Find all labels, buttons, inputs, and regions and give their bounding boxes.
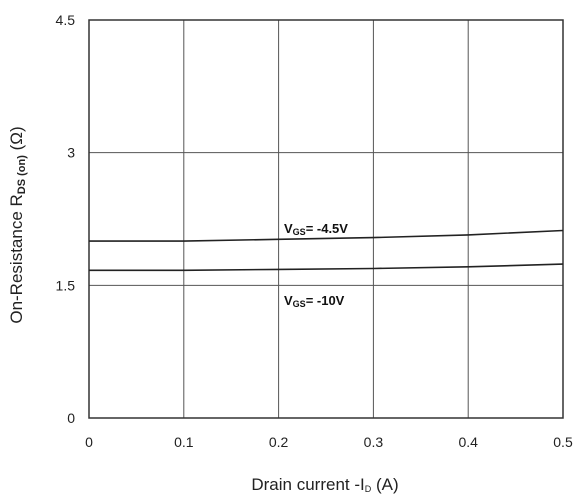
x-tick-label: 0.5	[553, 434, 573, 450]
y-tick-label: 3	[67, 145, 75, 161]
series-label-vgs-4-5v: VGS= -4.5V	[284, 221, 348, 237]
x-tick-label: 0	[85, 434, 93, 450]
y-tick-label: 0	[67, 410, 75, 426]
x-tick-labels: 0 0.1 0.2 0.3 0.4 0.5	[85, 434, 573, 450]
y-tick-label: 4.5	[56, 12, 76, 28]
x-axis-label: Drain current -ID (A)	[251, 475, 398, 494]
x-tick-label: 0.3	[364, 434, 384, 450]
y-tick-labels: 0 1.5 3 4.5	[56, 12, 76, 426]
x-tick-label: 0.2	[269, 434, 289, 450]
plot-frame	[88, 19, 564, 419]
series-label-vgs-10v: VGS= -10V	[284, 293, 345, 309]
x-tick-label: 0.4	[458, 434, 478, 450]
series-line-1	[89, 229, 564, 242]
series-lines	[89, 229, 564, 272]
y-tick-label: 1.5	[56, 277, 76, 293]
x-tick-label: 0.1	[174, 434, 194, 450]
y-axis-label: On-Resistance RDS (on) (Ω)	[7, 126, 28, 323]
series-line-2	[89, 263, 564, 272]
grid-lines	[88, 19, 564, 419]
